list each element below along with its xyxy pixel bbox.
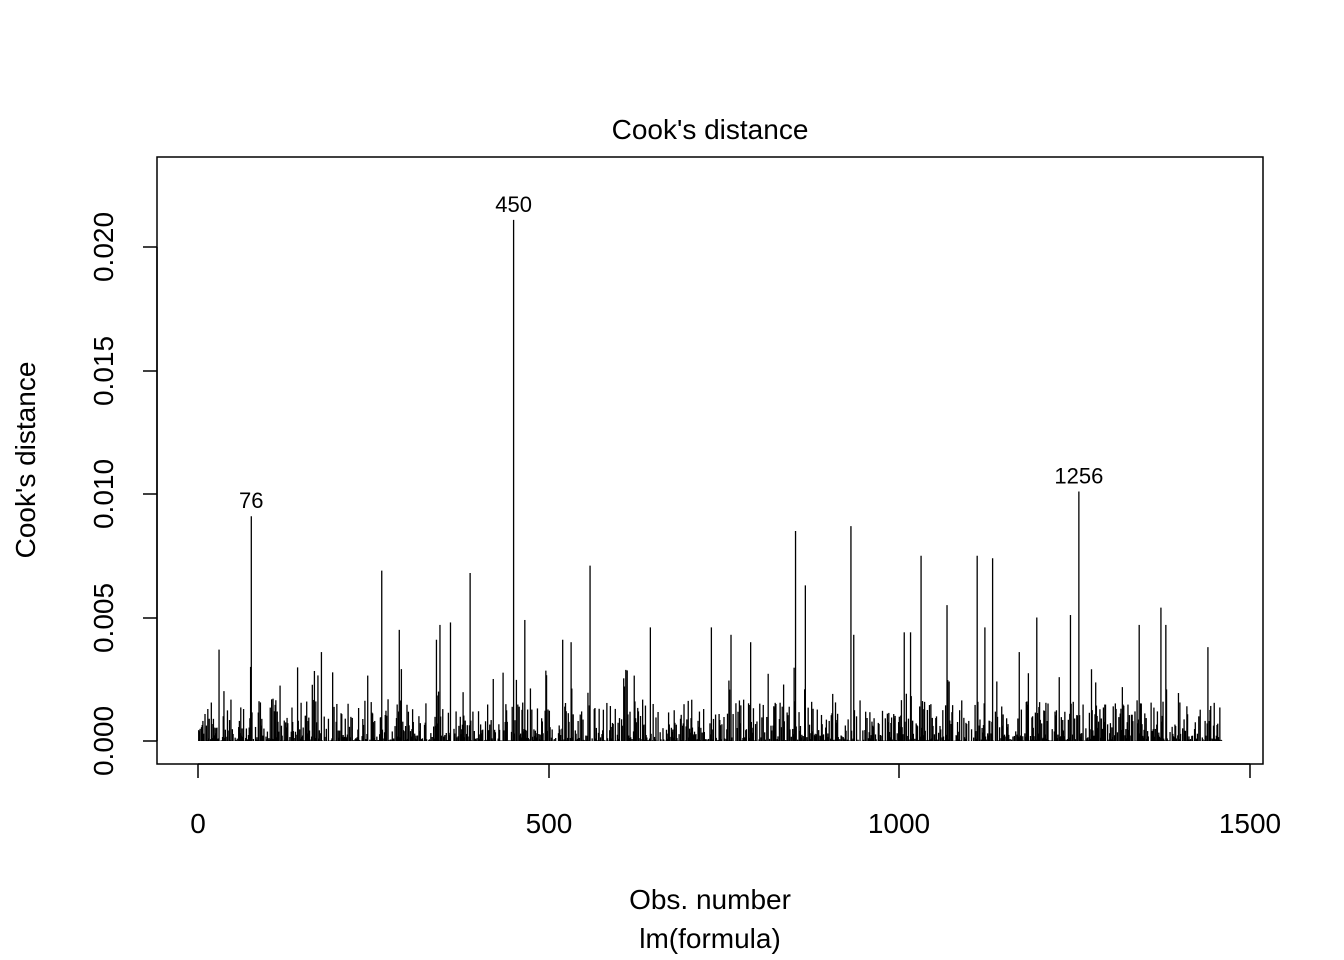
y-axis: 0.000 0.005 0.010 0.015 0.020	[88, 212, 158, 776]
x-tick-label: 1500	[1219, 808, 1281, 839]
y-tick-label: 0.015	[88, 336, 119, 406]
x-tick-label: 500	[526, 808, 573, 839]
x-axis: 0 500 1000 1500	[190, 763, 1281, 839]
plot-frame	[156, 156, 1264, 765]
spike-series	[198, 219, 1223, 741]
y-tick-label: 0.010	[88, 459, 119, 529]
point-labels: 76 450 1256	[239, 192, 1103, 513]
y-axis-label: Cook's distance	[10, 362, 41, 559]
y-tick-label: 0.005	[88, 583, 119, 653]
x-tick-label: 0	[190, 808, 206, 839]
chart-subtitle: lm(formula)	[639, 923, 781, 954]
x-axis-label: Obs. number	[629, 884, 791, 915]
point-label: 1256	[1054, 464, 1103, 489]
y-tick-label: 0.000	[88, 706, 119, 776]
x-tick-label: 1000	[868, 808, 930, 839]
point-label: 450	[495, 192, 532, 217]
chart-title: Cook's distance	[612, 114, 809, 145]
point-label: 76	[239, 488, 263, 513]
y-tick-label: 0.020	[88, 212, 119, 282]
